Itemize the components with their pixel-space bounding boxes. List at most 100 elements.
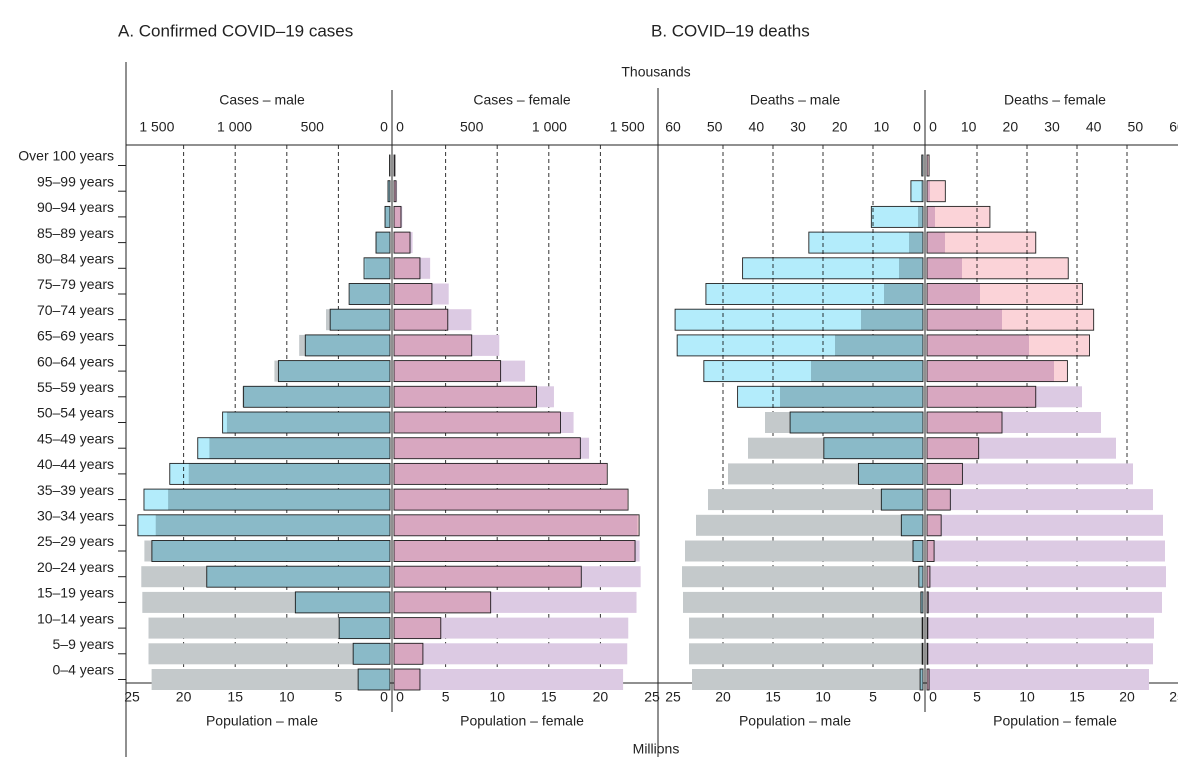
case-bar xyxy=(393,540,636,562)
death-bar xyxy=(926,205,991,228)
x-tick-label: 10 xyxy=(874,119,890,135)
case-bar xyxy=(393,205,402,228)
population-bar xyxy=(683,591,923,613)
death-bar xyxy=(926,642,929,665)
case-bar xyxy=(393,231,411,254)
x-tick-label: 40 xyxy=(1086,119,1102,135)
x-tick-label: 20 xyxy=(593,689,609,705)
x-tick-label: 5 xyxy=(869,689,877,705)
x-tick-label: 10 xyxy=(961,119,977,135)
age-label: 30–34 years xyxy=(37,508,114,524)
x-tick-label: 0 xyxy=(929,689,937,705)
x-tick-label: 15 xyxy=(541,689,557,705)
population-bar xyxy=(689,617,923,639)
case-bar xyxy=(393,385,537,408)
population-bar xyxy=(696,514,923,536)
top-axis-label: Thousands xyxy=(621,64,690,80)
death-bar xyxy=(880,488,924,511)
death-bar xyxy=(742,257,924,280)
population-bar xyxy=(151,669,390,690)
death-bar xyxy=(926,334,1090,357)
panel-title: A. Confirmed COVID–19 cases xyxy=(118,21,353,40)
x-tick-label: 0 xyxy=(913,119,921,135)
x-tick-label: 1 500 xyxy=(610,119,645,135)
x-tick-label: 10 xyxy=(279,689,295,705)
x-tick-label: 25 xyxy=(644,689,660,705)
x-tick-label: 60 xyxy=(665,119,681,135)
x-tick-label: 60 xyxy=(1169,119,1178,135)
population-label: Population – male xyxy=(206,713,318,729)
series-label: Cases – female xyxy=(473,92,570,108)
x-tick-label: 5 xyxy=(973,689,981,705)
age-label: 85–89 years xyxy=(37,225,114,241)
death-bar xyxy=(900,514,924,537)
death-bar xyxy=(705,283,924,305)
population-bar xyxy=(148,643,390,665)
x-tick-label: 0 xyxy=(380,689,388,705)
x-tick-label: 0 xyxy=(396,119,404,135)
series-label: Deaths – male xyxy=(750,92,840,108)
death-bar xyxy=(921,617,924,640)
death-bar xyxy=(926,231,1037,254)
death-bar xyxy=(912,540,924,562)
x-tick-label: 25 xyxy=(1169,689,1178,705)
population-bar xyxy=(148,617,390,639)
age-label: 35–39 years xyxy=(37,482,114,498)
age-label: 40–44 years xyxy=(37,456,114,472)
case-bar xyxy=(393,437,581,460)
population-label: Population – male xyxy=(739,713,851,729)
case-bar xyxy=(393,462,608,485)
case-bar xyxy=(363,257,391,280)
age-label: 25–29 years xyxy=(37,533,114,549)
death-bar xyxy=(808,231,924,254)
death-bar xyxy=(926,617,929,640)
case-bar xyxy=(393,411,561,434)
case-bar xyxy=(393,154,396,177)
population-bar xyxy=(394,643,628,665)
case-bar xyxy=(375,231,391,254)
death-bar xyxy=(823,437,924,460)
case-bar xyxy=(222,411,391,434)
death-bar xyxy=(926,308,1095,331)
case-bar xyxy=(206,565,391,588)
series-label: Deaths – female xyxy=(1004,92,1106,108)
x-tick-label: 0 xyxy=(380,119,388,135)
x-tick-label: 30 xyxy=(1044,119,1060,135)
x-tick-label: 25 xyxy=(124,689,140,705)
case-bar xyxy=(393,180,397,203)
case-bar xyxy=(393,642,424,665)
death-bar xyxy=(921,154,924,177)
x-tick-label: 20 xyxy=(1119,689,1135,705)
case-bar xyxy=(143,488,391,511)
death-bar xyxy=(926,385,1037,408)
death-bar xyxy=(926,668,930,691)
x-tick-label: 5 xyxy=(335,689,343,705)
population-bar xyxy=(394,617,629,639)
case-bar xyxy=(393,565,582,588)
series-label: Cases – male xyxy=(219,92,305,108)
x-tick-label: 1 500 xyxy=(139,119,174,135)
case-bar xyxy=(197,437,391,460)
death-bar xyxy=(926,411,1003,434)
age-label: 20–24 years xyxy=(37,559,114,575)
age-label: 50–54 years xyxy=(37,405,114,421)
death-bar xyxy=(926,488,951,511)
case-bar xyxy=(277,360,391,383)
age-label: 65–69 years xyxy=(37,328,114,344)
death-bar xyxy=(926,283,1083,305)
age-label: 0–4 years xyxy=(53,662,114,678)
population-bar xyxy=(689,643,923,665)
case-bar xyxy=(151,540,391,562)
death-bar xyxy=(921,642,924,665)
x-tick-label: 0 xyxy=(929,119,937,135)
case-bar xyxy=(393,257,421,280)
case-bar xyxy=(384,205,391,228)
x-tick-label: 50 xyxy=(707,119,723,135)
age-label: 80–84 years xyxy=(37,251,114,267)
x-tick-label: 15 xyxy=(765,689,781,705)
case-bar xyxy=(393,617,442,640)
case-bar xyxy=(393,360,502,383)
population-bar xyxy=(927,566,1166,588)
death-bar xyxy=(857,462,924,485)
